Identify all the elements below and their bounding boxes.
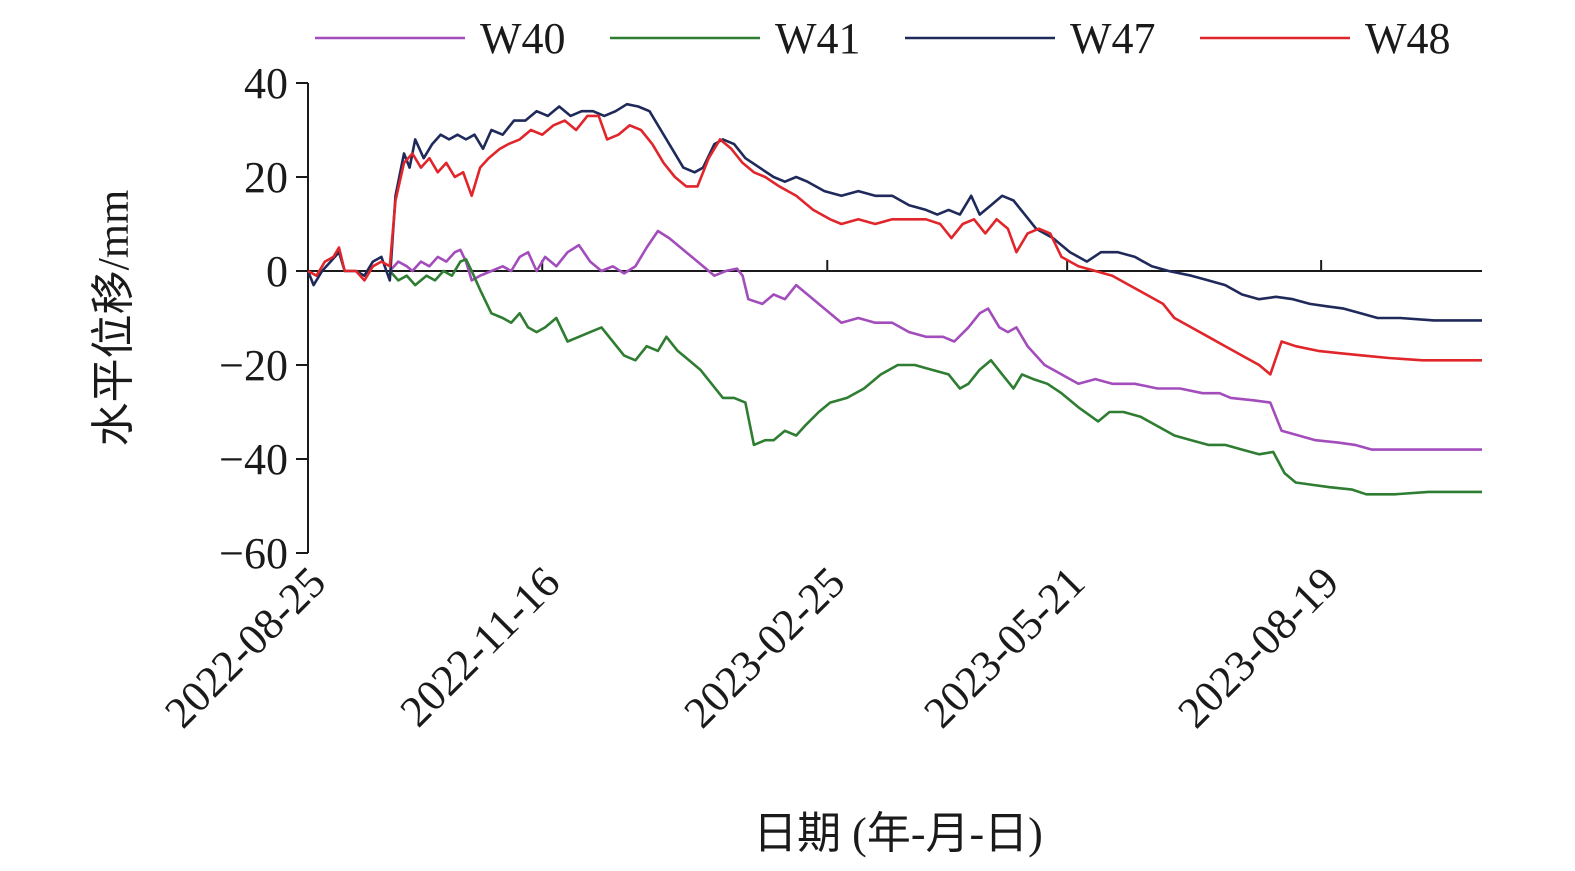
y-tick-label: −20: [219, 341, 288, 390]
x-tick-label: 2022-08-25: [155, 557, 335, 737]
legend-label-w41: W41: [775, 14, 861, 63]
legend-label-w47: W47: [1070, 14, 1156, 63]
x-tick-label: 2023-02-25: [675, 557, 855, 737]
y-tick-label: 40: [244, 59, 288, 108]
y-tick-label: −40: [219, 435, 288, 484]
x-axis-label: 日期 (年-月-日): [753, 809, 1043, 858]
x-tick-label: 2023-08-19: [1168, 557, 1348, 737]
x-tick-label: 2022-11-16: [391, 557, 570, 736]
legend: W40 W41 W47 W48: [315, 14, 1451, 63]
series-line-w41: [388, 258, 1482, 496]
series-line-w40: [388, 229, 1482, 451]
y-tick-label: 20: [244, 153, 288, 202]
legend-label-w48: W48: [1365, 14, 1451, 63]
x-tick-label: 2023-05-21: [914, 557, 1094, 737]
series-line-w48: [307, 114, 1482, 376]
legend-label-w40: W40: [480, 14, 566, 63]
series-lines: [306, 102, 1482, 496]
y-axis-label: 水平位移/mm: [89, 190, 138, 447]
series-line-w47: [306, 102, 1482, 322]
y-tick-label: 0: [266, 247, 288, 296]
y-tick-label: −60: [219, 529, 288, 578]
